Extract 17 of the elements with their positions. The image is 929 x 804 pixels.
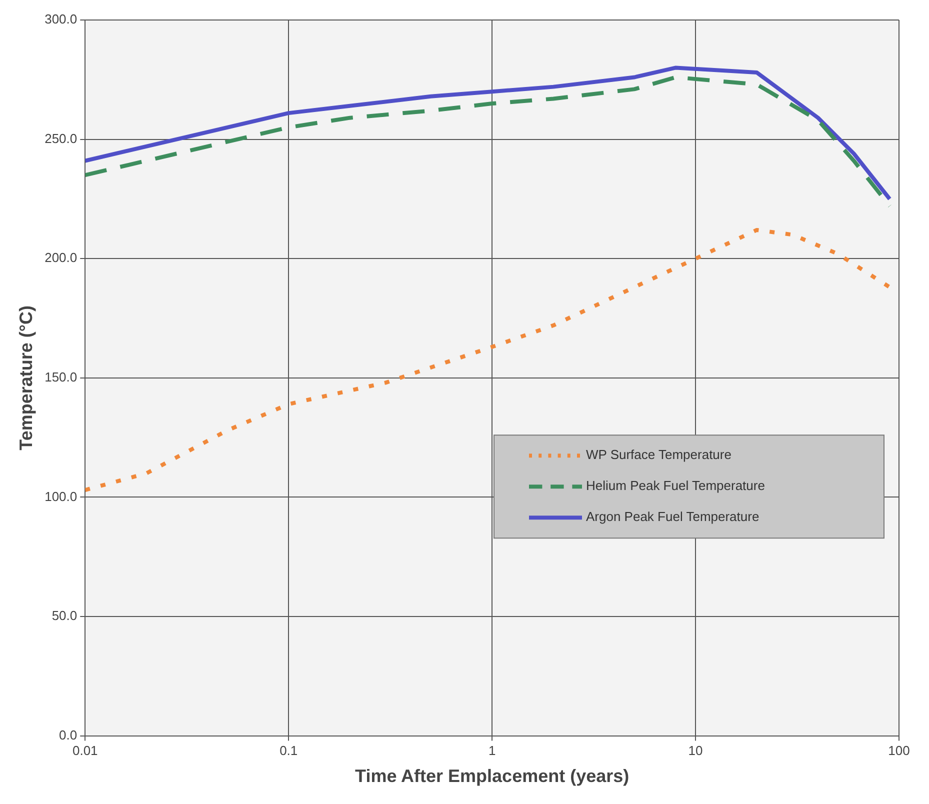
x-axis-title: Time After Emplacement (years) (355, 766, 630, 786)
legend-label: WP Surface Temperature (586, 447, 732, 462)
legend-label: Helium Peak Fuel Temperature (586, 478, 765, 494)
y-tick-label: 100.0 (44, 488, 78, 504)
x-tick-label: 0.01 (72, 743, 98, 758)
y-tick-label: 300.0 (44, 12, 78, 27)
legend-label: Argon Peak Fuel Temperature (586, 509, 760, 524)
y-tick-label: 250.0 (44, 130, 78, 146)
y-axis-title: Temperature (°C) (16, 305, 36, 450)
x-tick-label: 10 (688, 743, 703, 758)
y-tick-label: 200.0 (44, 250, 78, 266)
x-tick-label: 100 (888, 743, 910, 758)
y-tick-label: 150.0 (44, 369, 78, 384)
x-tick-label: 0.1 (280, 743, 298, 758)
y-tick-label: 50.0 (52, 608, 78, 624)
x-tick-label: 1 (488, 743, 496, 758)
y-tick-label: 0.0 (59, 727, 78, 742)
